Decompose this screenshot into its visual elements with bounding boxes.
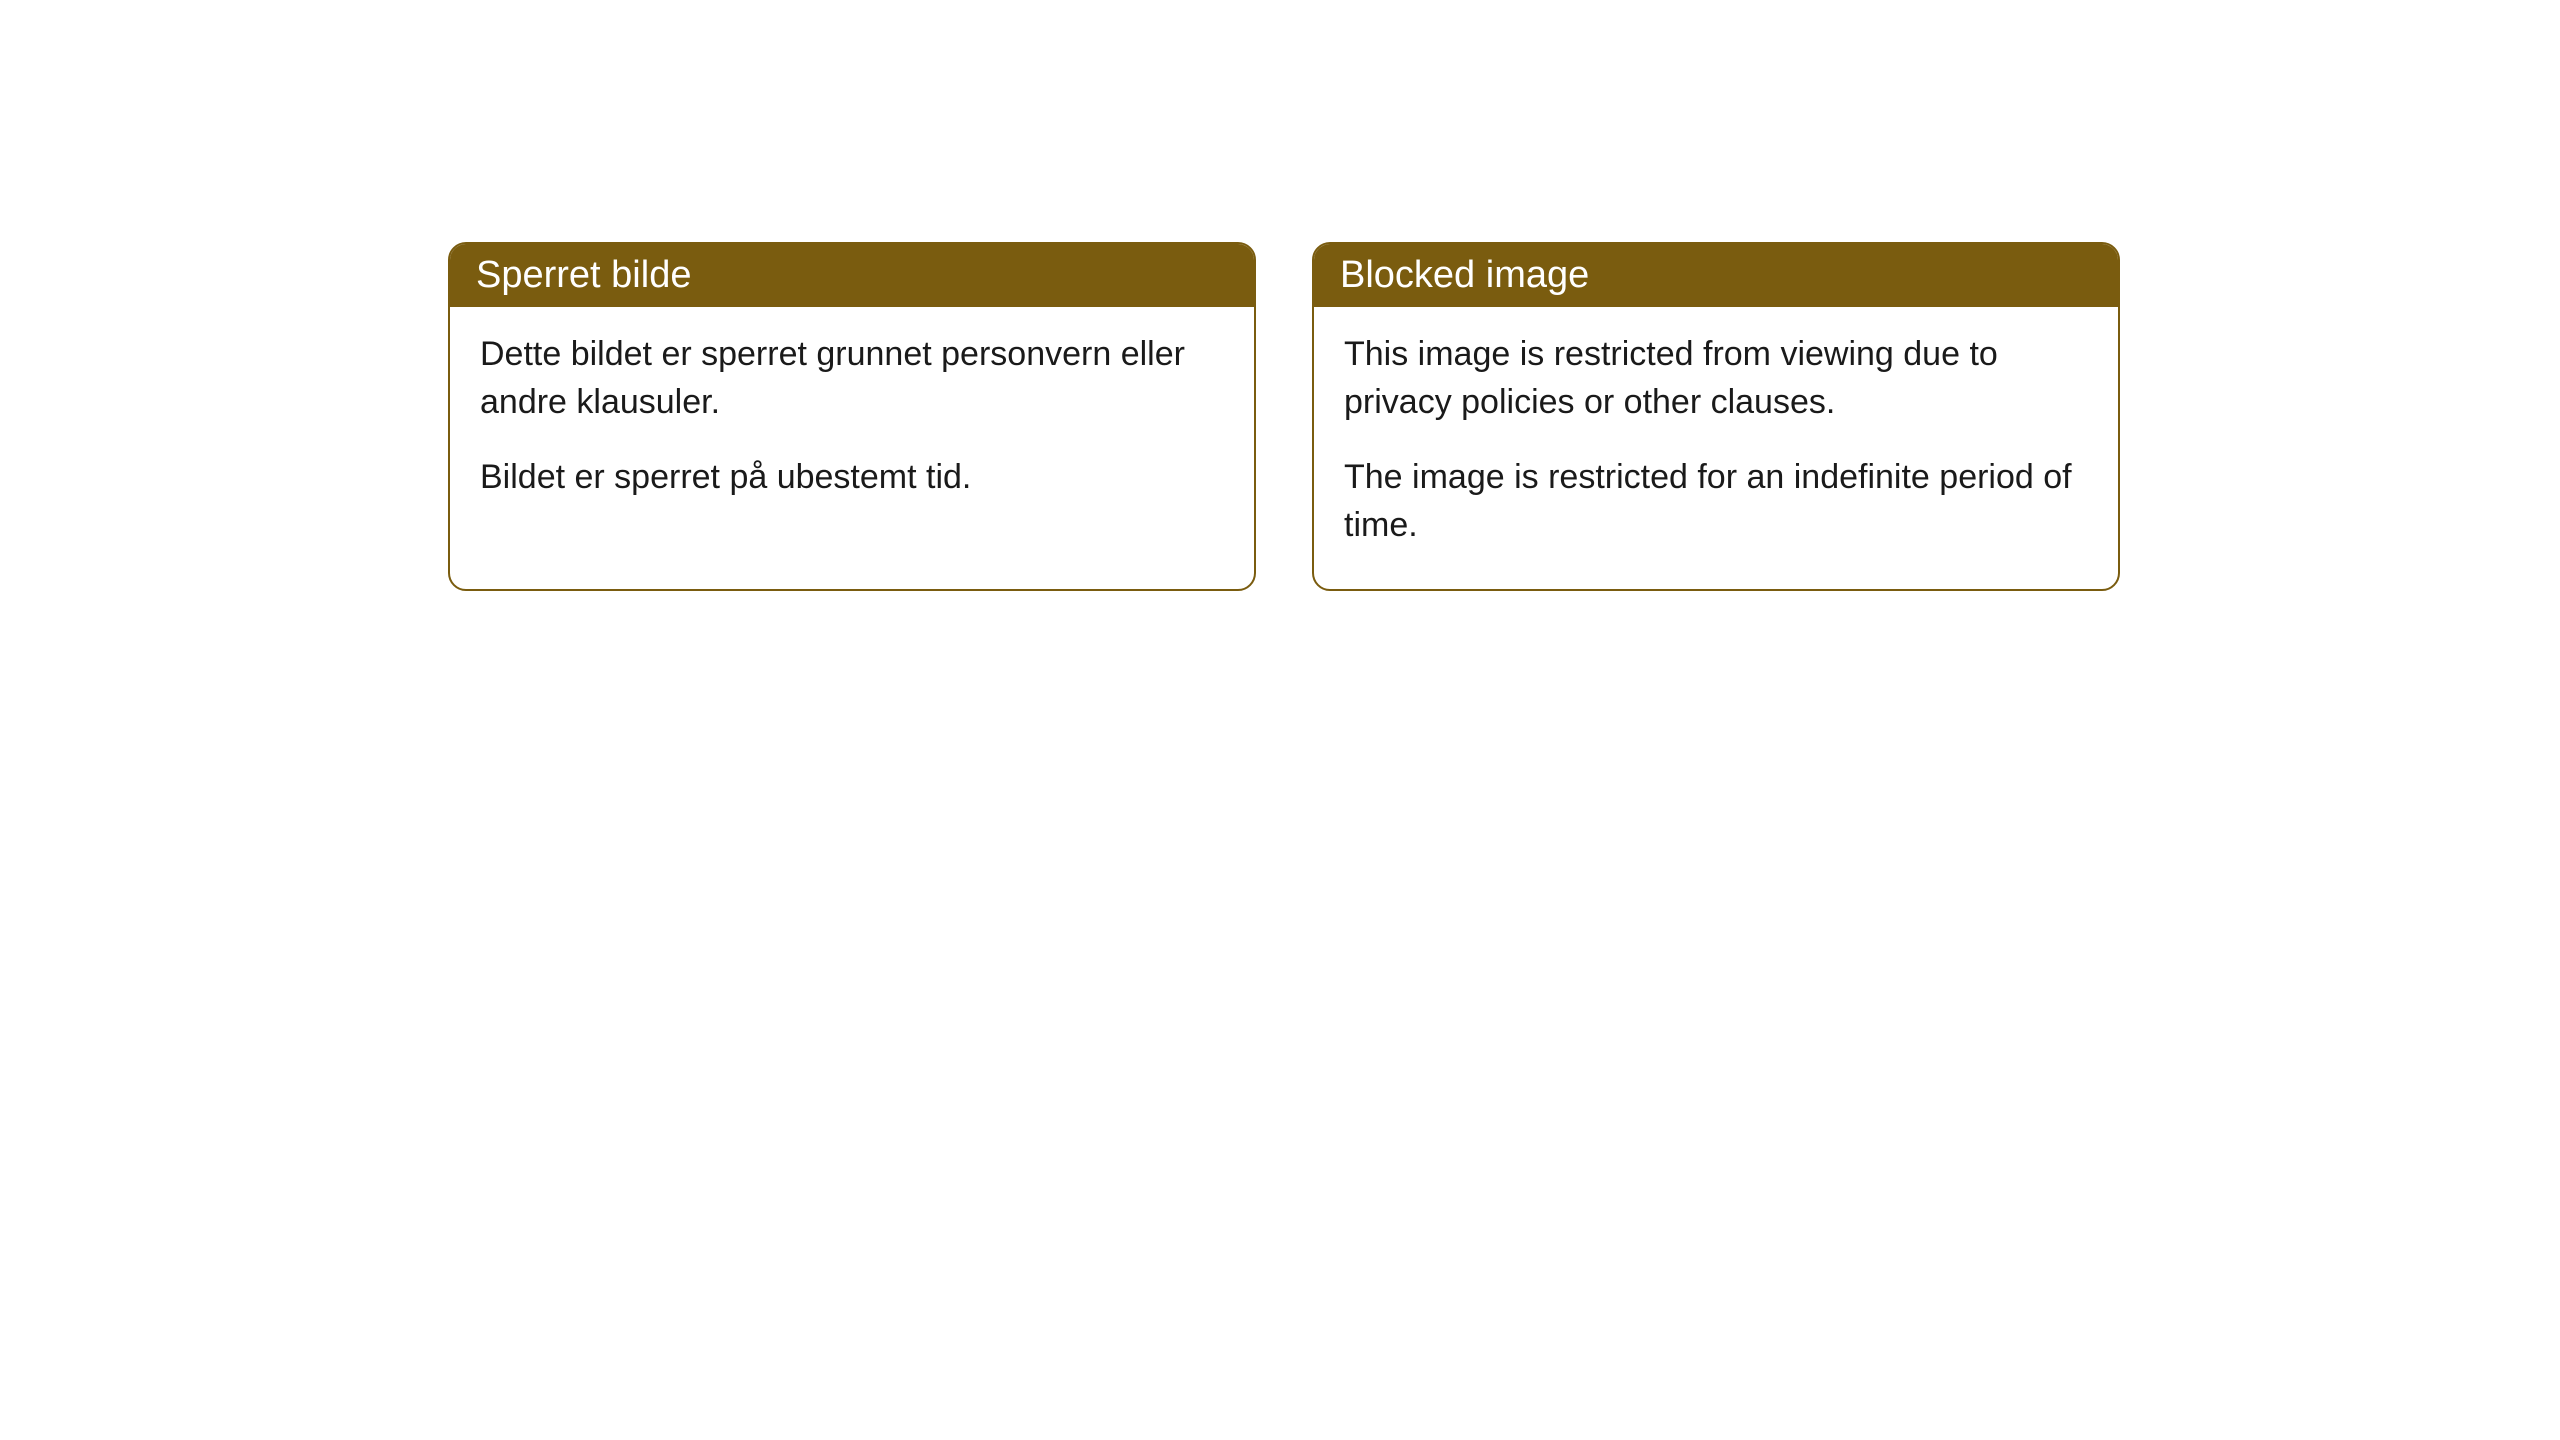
- blocked-image-card-english: Blocked image This image is restricted f…: [1312, 242, 2120, 591]
- card-body: This image is restricted from viewing du…: [1314, 307, 2118, 589]
- card-paragraph: The image is restricted for an indefinit…: [1344, 454, 2088, 549]
- card-header: Sperret bilde: [450, 244, 1254, 307]
- blocked-image-card-norwegian: Sperret bilde Dette bildet er sperret gr…: [448, 242, 1256, 591]
- cards-container: Sperret bilde Dette bildet er sperret gr…: [448, 242, 2120, 591]
- card-title: Sperret bilde: [476, 254, 691, 296]
- card-body: Dette bildet er sperret grunnet personve…: [450, 307, 1254, 542]
- card-paragraph: This image is restricted from viewing du…: [1344, 331, 2088, 426]
- card-title: Blocked image: [1340, 254, 1589, 296]
- card-header: Blocked image: [1314, 244, 2118, 307]
- card-paragraph: Dette bildet er sperret grunnet personve…: [480, 331, 1224, 426]
- card-paragraph: Bildet er sperret på ubestemt tid.: [480, 454, 1224, 502]
